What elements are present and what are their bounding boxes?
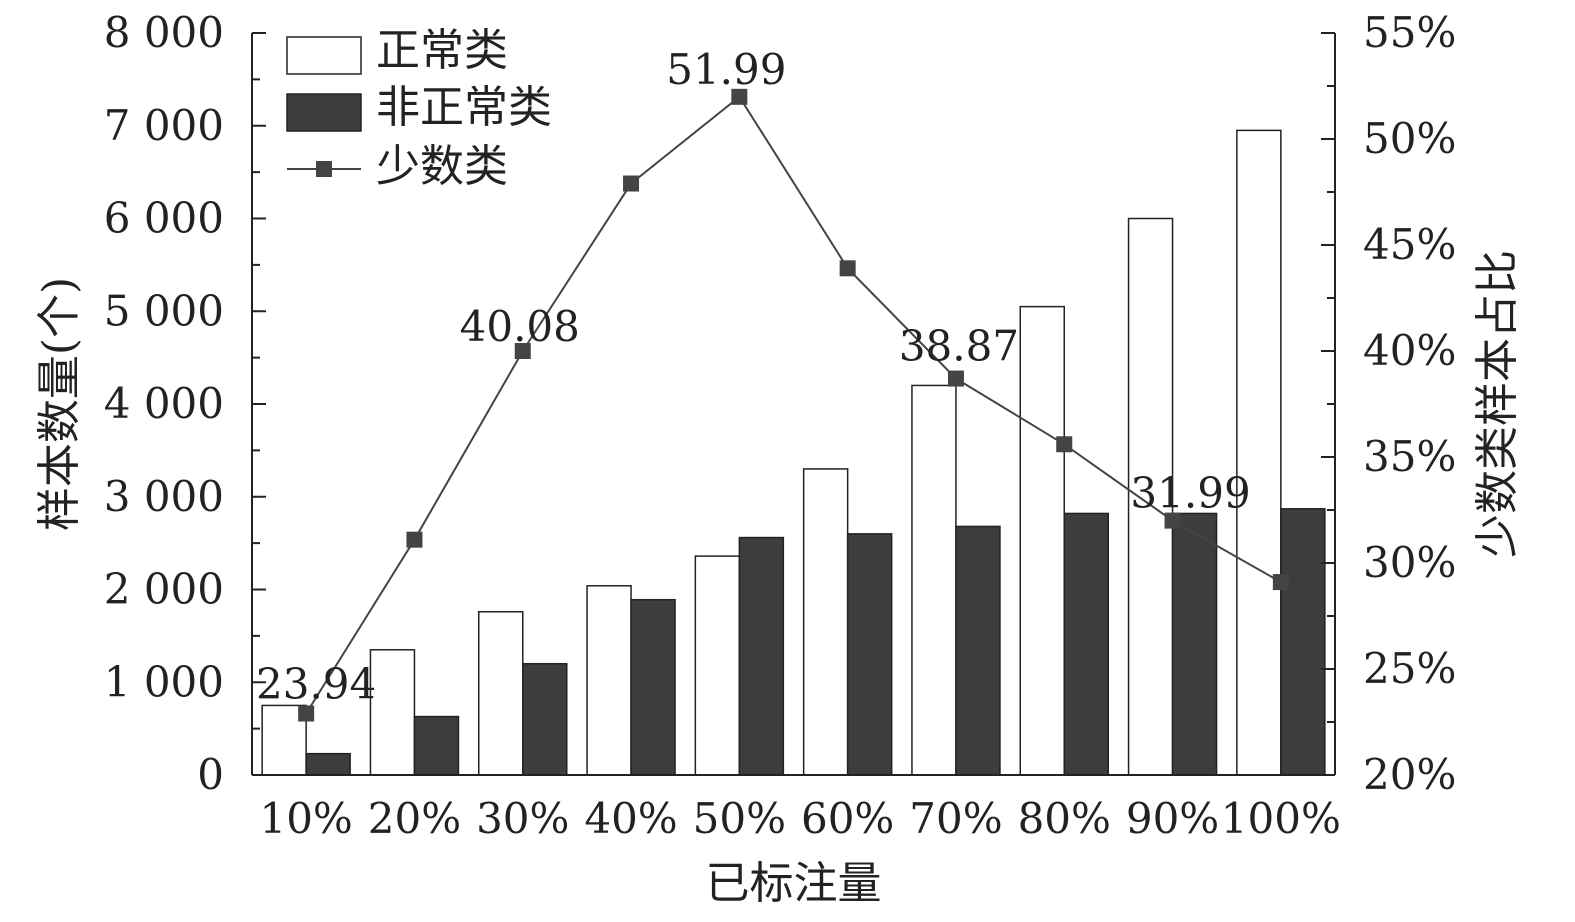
x-tick-label: 30%	[476, 794, 569, 843]
bar-abnormal	[305, 752, 351, 776]
y-tick-label: 8 000	[104, 8, 224, 57]
legend-label-minority: 少数类	[376, 141, 508, 192]
bar-abnormal	[522, 662, 568, 776]
bar-normal	[478, 611, 524, 776]
bar-abnormal	[630, 598, 676, 776]
x-tick-label: 50%	[693, 794, 786, 843]
x-tick-label: 70%	[909, 794, 1002, 843]
minority-marker	[1272, 574, 1289, 591]
legend-label-normal: 正常类	[376, 25, 508, 76]
bar-abnormal	[1171, 512, 1218, 776]
y2-tick-label: 35%	[1363, 432, 1456, 481]
bars-layer	[261, 129, 1326, 776]
bar-abnormal	[955, 525, 1001, 776]
bar-normal	[802, 468, 849, 776]
line-layer	[298, 88, 1289, 722]
y-tick-label: 4 000	[104, 379, 224, 428]
minority-marker	[947, 370, 964, 387]
minority-marker	[1056, 436, 1073, 453]
minority-marker	[298, 705, 315, 722]
data-label: 40.08	[460, 302, 580, 351]
y2-axis-title: 少数类样本占比	[1472, 250, 1523, 558]
y2-tick-label: 40%	[1363, 326, 1456, 375]
x-axis-title: 已标注量	[706, 858, 882, 909]
bar-normal	[694, 555, 741, 776]
minority-marker	[514, 343, 531, 359]
x-tick-label: 90%	[1126, 794, 1219, 843]
x-tick-label: 40%	[584, 794, 677, 843]
y2-tick-label: 25%	[1363, 644, 1456, 693]
y2-tick-label: 20%	[1363, 750, 1456, 799]
minority-marker	[731, 88, 748, 105]
data-label: 38.87	[899, 322, 1019, 371]
annotations-layer: 23.94 40.08 51.99 38.87 31.99	[256, 45, 1251, 709]
bar-abnormal	[738, 536, 785, 776]
minority-marker	[623, 175, 640, 192]
minority-marker	[406, 531, 423, 548]
x-tick-label: 80%	[1018, 794, 1111, 843]
y-tick-label: 1 000	[104, 657, 224, 706]
x-tick-label: 20%	[368, 794, 461, 843]
y-tick-label: 3 000	[104, 472, 224, 521]
y2-tick-label: 55%	[1363, 8, 1456, 57]
legend-swatch-normal	[286, 36, 362, 75]
y-tick-label: 2 000	[104, 565, 224, 614]
y-tick-label: 5 000	[104, 286, 224, 335]
bar-abnormal	[413, 715, 460, 776]
legend-swatch-abnormal	[286, 93, 362, 132]
bar-normal	[1127, 217, 1174, 776]
bar-normal	[911, 384, 957, 776]
y-tick-label: 7 000	[104, 101, 224, 150]
x-tick-label: 10%	[259, 794, 352, 843]
legend-marker-minority	[316, 161, 332, 177]
y2-tick-label: 45%	[1363, 220, 1456, 269]
y-tick-label: 0	[197, 750, 224, 799]
x-tick-label: 60%	[801, 794, 894, 843]
bar-abnormal	[1280, 508, 1326, 776]
x-tick-label: 100%	[1221, 794, 1341, 843]
bar-normal	[586, 585, 632, 776]
y2-tick-label: 50%	[1363, 114, 1456, 163]
bar-normal	[1019, 305, 1065, 776]
y2-tick-label: 30%	[1363, 538, 1456, 587]
minority-marker	[1164, 512, 1181, 529]
data-label: 51.99	[666, 45, 786, 94]
minority-marker	[839, 260, 856, 277]
y-tick-label: 6 000	[104, 194, 224, 243]
legend-label-abnormal: 非正常类	[376, 82, 552, 133]
bar-normal	[1236, 129, 1282, 776]
minority-line	[305, 95, 1282, 715]
data-label: 31.99	[1130, 469, 1250, 518]
bar-abnormal	[846, 533, 893, 776]
bar-normal	[369, 649, 416, 776]
bar-abnormal	[1063, 512, 1109, 776]
axes-layer: 0 1 000 2 000 3 000 4 000 5 000 6 000 7 000 8 00…	[104, 8, 1457, 843]
data-label: 23.94	[256, 660, 376, 709]
y-axis-title: 样本数量(个)	[34, 277, 85, 531]
